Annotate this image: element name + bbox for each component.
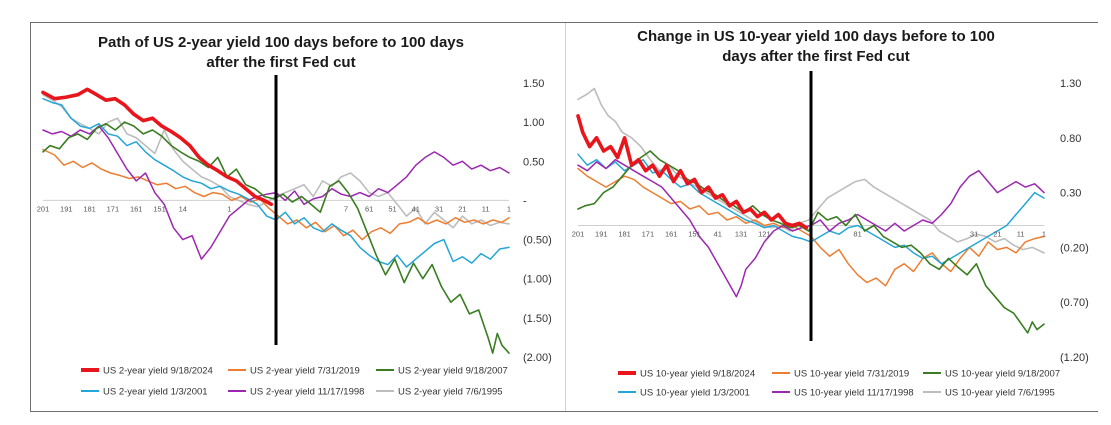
legend-label: US 2-year yield 9/18/2024 bbox=[103, 366, 213, 377]
x-tick-label: 191 bbox=[595, 229, 608, 238]
series-line bbox=[577, 150, 1045, 334]
y-tick-label: 1.00 bbox=[523, 117, 544, 129]
y-tick-label: (2.00) bbox=[523, 352, 552, 364]
x-tick-label: 181 bbox=[83, 204, 96, 213]
legend-label: US 10-year yield 9/18/2024 bbox=[640, 369, 755, 380]
x-tick-label: 31 bbox=[435, 204, 443, 213]
series-line bbox=[42, 148, 510, 241]
x-tick-label: 7 bbox=[344, 204, 348, 213]
chart-2yr-yield: Path of US 2-year yield 100 days before … bbox=[37, 34, 552, 398]
y-tick-label: 1.30 bbox=[1060, 78, 1081, 90]
legend-label: US 10-year yield 7/31/2019 bbox=[794, 369, 909, 380]
x-tick-label: 41 bbox=[714, 229, 722, 238]
x-tick-label: 161 bbox=[665, 229, 678, 238]
y-tick-label: (1.50) bbox=[523, 313, 552, 325]
x-tick-label: 1 bbox=[507, 204, 511, 213]
x-tick-label: 51 bbox=[388, 204, 396, 213]
x-tick-label: 181 bbox=[618, 229, 631, 238]
legend-label: US 2-year yield 9/18/2007 bbox=[398, 366, 508, 377]
x-tick-label: 201 bbox=[572, 229, 585, 238]
x-tick-label: 41 bbox=[412, 204, 420, 213]
legend-label: US 10-year yield 11/17/1998 bbox=[794, 388, 914, 399]
chart-10yr-yield: Change in US 10-year yield 100 days befo… bbox=[572, 28, 1089, 399]
legend-label: US 2-year yield 11/17/1998 bbox=[250, 387, 364, 398]
x-tick-label: 11 bbox=[1017, 229, 1025, 238]
y-tick-label: 1.50 bbox=[523, 78, 544, 90]
y-tick-label: (0.20) bbox=[1060, 242, 1089, 254]
y-tick-label: (0.50) bbox=[523, 235, 552, 247]
y-tick-label: 0.50 bbox=[523, 156, 544, 168]
y-tick-label: 0.30 bbox=[1060, 188, 1081, 200]
x-tick-label: 61 bbox=[365, 204, 373, 213]
y-tick-label: (1.00) bbox=[523, 274, 552, 286]
series-line bbox=[42, 121, 510, 354]
x-tick-label: 191 bbox=[60, 204, 73, 213]
y-tick-label: (0.70) bbox=[1060, 297, 1089, 309]
x-tick-label: 21 bbox=[458, 204, 466, 213]
series-line bbox=[577, 87, 1045, 254]
legend-label: US 10-year yield 9/18/2007 bbox=[945, 369, 1060, 380]
chart-title-line: Path of US 2-year yield 100 days before … bbox=[98, 34, 464, 51]
chart-panel-2yr: Path of US 2-year yield 100 days before … bbox=[31, 23, 561, 411]
figure-frame: Path of US 2-year yield 100 days before … bbox=[30, 22, 1098, 412]
y-tick-label: - bbox=[523, 195, 527, 207]
y-tick-label: 0.80 bbox=[1060, 133, 1081, 145]
x-tick-label: 171 bbox=[107, 204, 120, 213]
x-tick-label: 131 bbox=[735, 229, 748, 238]
x-tick-label: 81 bbox=[853, 229, 861, 238]
x-tick-label: 161 bbox=[130, 204, 143, 213]
legend-label: US 2-year yield 1/3/2001 bbox=[103, 387, 208, 398]
x-tick-label: 151 bbox=[688, 229, 701, 238]
x-tick-label: 11 bbox=[482, 204, 490, 213]
y-tick-label: (1.20) bbox=[1060, 352, 1089, 364]
legend-label: US 2-year yield 7/6/1995 bbox=[398, 387, 503, 398]
x-tick-label: 1 bbox=[1042, 229, 1046, 238]
x-tick-label: 151 bbox=[153, 204, 166, 213]
series-line bbox=[41, 87, 274, 207]
chart-title-line: days after the first Fed cut bbox=[722, 48, 910, 65]
x-tick-label: 121 bbox=[758, 229, 771, 238]
x-tick-label: 14 bbox=[179, 204, 187, 213]
x-tick-label: 171 bbox=[642, 229, 655, 238]
legend-label: US 2-year yield 7/31/2019 bbox=[250, 366, 360, 377]
series-line bbox=[576, 114, 809, 230]
legend-label: US 10-year yield 1/3/2001 bbox=[640, 388, 750, 399]
x-tick-label: 31 bbox=[970, 229, 978, 238]
legend-label: US 10-year yield 7/6/1995 bbox=[945, 388, 1055, 399]
chart-title-line: Change in US 10-year yield 100 days befo… bbox=[637, 28, 995, 45]
x-tick-label: 201 bbox=[37, 204, 50, 213]
x-tick-label: 1 bbox=[227, 204, 231, 213]
chart-panel-10yr: Change in US 10-year yield 100 days befo… bbox=[565, 23, 1098, 411]
x-tick-label: 21 bbox=[993, 229, 1001, 238]
chart-title-line: after the first Fed cut bbox=[206, 54, 355, 71]
